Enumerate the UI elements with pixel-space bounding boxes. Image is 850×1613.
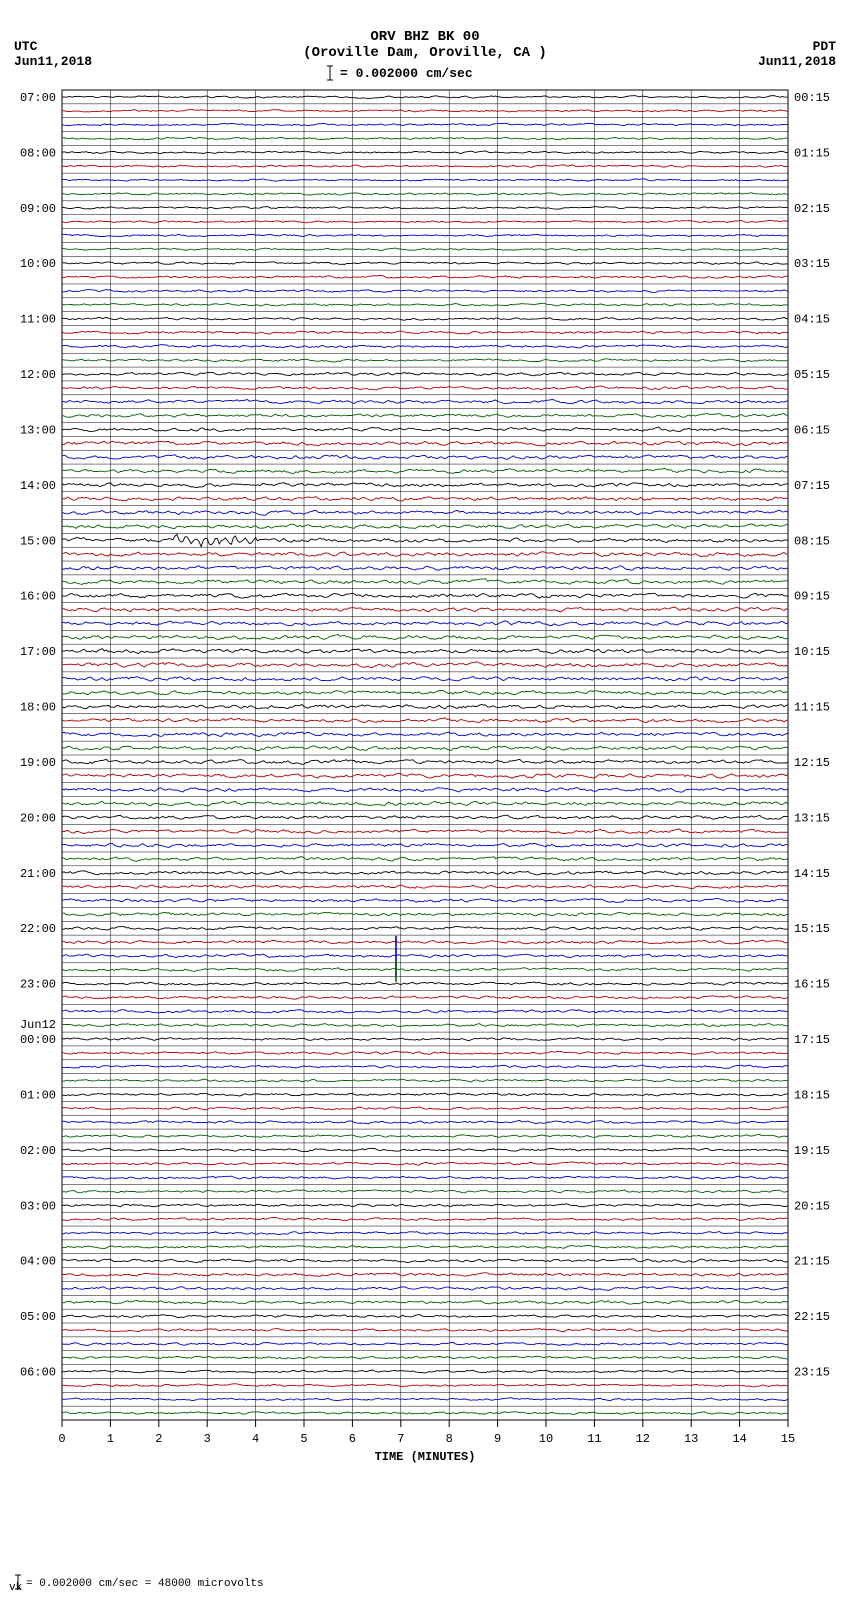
xtick-label: 7 (397, 1432, 404, 1446)
left-tz: UTC (14, 39, 38, 54)
pdt-time-label: 18:15 (794, 1088, 830, 1102)
utc-time-label: 20:00 (20, 811, 56, 825)
pdt-time-label: 14:15 (794, 867, 830, 881)
pdt-time-label: 15:15 (794, 922, 830, 936)
pdt-time-label: 00:15 (794, 91, 830, 105)
utc-time-label: 01:00 (20, 1088, 56, 1102)
pdt-time-label: 12:15 (794, 756, 830, 770)
title-line1: ORV BHZ BK 00 (370, 29, 479, 45)
date-break-label: Jun12 (20, 1018, 56, 1032)
xtick-label: 0 (58, 1432, 65, 1446)
utc-time-label: 03:00 (20, 1199, 56, 1213)
utc-time-label: 14:00 (20, 479, 56, 493)
utc-time-label: 12:00 (20, 368, 56, 382)
xtick-label: 12 (636, 1432, 650, 1446)
xtick-label: 14 (732, 1432, 746, 1446)
xtick-label: 15 (781, 1432, 795, 1446)
pdt-time-label: 04:15 (794, 313, 830, 327)
utc-time-label: 15:00 (20, 534, 56, 548)
x-axis-label: TIME (MINUTES) (375, 1450, 476, 1464)
footer-prefix: vk (9, 1582, 23, 1594)
right-tz: PDT (813, 39, 837, 54)
pdt-time-label: 13:15 (794, 811, 830, 825)
xtick-label: 10 (539, 1432, 553, 1446)
pdt-time-label: 22:15 (794, 1310, 830, 1324)
pdt-time-label: 08:15 (794, 534, 830, 548)
xtick-label: 6 (349, 1432, 356, 1446)
utc-time-label: 16:00 (20, 590, 56, 604)
xtick-label: 3 (204, 1432, 211, 1446)
pdt-time-label: 01:15 (794, 146, 830, 160)
pdt-time-label: 20:15 (794, 1199, 830, 1213)
utc-time-label: 06:00 (20, 1366, 56, 1380)
pdt-time-label: 19:15 (794, 1144, 830, 1158)
utc-time-label: 22:00 (20, 922, 56, 936)
utc-time-label: 21:00 (20, 867, 56, 881)
utc-time-label: 17:00 (20, 645, 56, 659)
pdt-time-label: 10:15 (794, 645, 830, 659)
utc-time-label: 23:00 (20, 978, 56, 992)
utc-time-label: 05:00 (20, 1310, 56, 1324)
title-line2: (Oroville Dam, Oroville, CA ) (303, 45, 547, 61)
scale-label: = 0.002000 cm/sec (340, 66, 473, 81)
pdt-time-label: 09:15 (794, 590, 830, 604)
pdt-time-label: 17:15 (794, 1033, 830, 1047)
xtick-label: 11 (587, 1432, 601, 1446)
footer-text: = 0.002000 cm/sec = 48000 microvolts (26, 1578, 264, 1590)
pdt-time-label: 07:15 (794, 479, 830, 493)
xtick-label: 1 (107, 1432, 114, 1446)
utc-time-label: 11:00 (20, 313, 56, 327)
pdt-time-label: 05:15 (794, 368, 830, 382)
left-date: Jun11,2018 (14, 54, 92, 69)
pdt-time-label: 23:15 (794, 1366, 830, 1380)
utc-time-label: 18:00 (20, 701, 56, 715)
utc-time-label: 09:00 (20, 202, 56, 216)
pdt-time-label: 11:15 (794, 701, 830, 715)
utc-time-label: 13:00 (20, 423, 56, 437)
xtick-label: 5 (300, 1432, 307, 1446)
xtick-label: 2 (155, 1432, 162, 1446)
pdt-time-label: 21:15 (794, 1255, 830, 1269)
utc-time-label: 04:00 (20, 1255, 56, 1269)
pdt-time-label: 02:15 (794, 202, 830, 216)
pdt-time-label: 03:15 (794, 257, 830, 271)
utc-time-label: 19:00 (20, 756, 56, 770)
utc-time-label: 02:00 (20, 1144, 56, 1158)
xtick-label: 13 (684, 1432, 698, 1446)
utc-time-label: 07:00 (20, 91, 56, 105)
pdt-time-label: 16:15 (794, 978, 830, 992)
xtick-label: 9 (494, 1432, 501, 1446)
utc-time-label: 08:00 (20, 146, 56, 160)
seismogram-plot: ORV BHZ BK 00(Oroville Dam, Oroville, CA… (0, 0, 850, 1613)
xtick-label: 8 (446, 1432, 453, 1446)
pdt-time-label: 06:15 (794, 423, 830, 437)
utc-time-label: 10:00 (20, 257, 56, 271)
right-date: Jun11,2018 (758, 54, 836, 69)
utc-time-label: 00:00 (20, 1033, 56, 1047)
xtick-label: 4 (252, 1432, 259, 1446)
